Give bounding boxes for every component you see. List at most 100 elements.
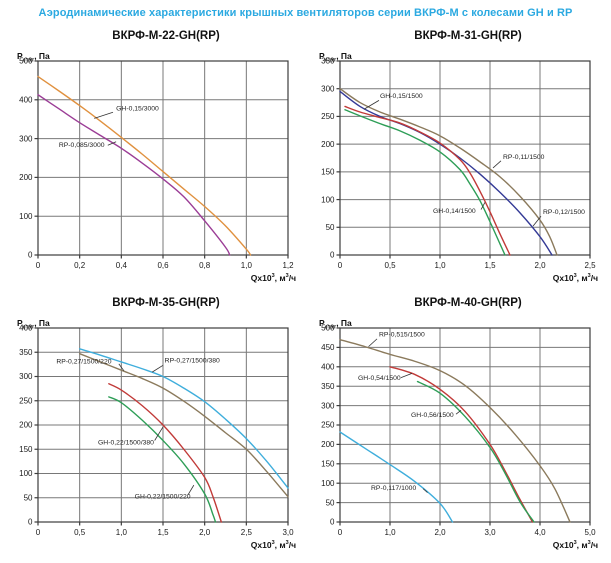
y-axis-label: Рстат, Па [319, 51, 352, 64]
x-tick-label: 1,0 [434, 261, 446, 270]
y-tick-label: 100 [19, 212, 33, 221]
y-tick-label: 500 [321, 324, 335, 333]
series-label-RP-0,27/1500/220: RP-0,27/1500/220 [56, 358, 111, 365]
x-tick-label: 1,0 [384, 528, 396, 537]
x-axis-symbol: Qх10 [250, 540, 272, 550]
y-tick-label: 500 [19, 57, 33, 66]
y-tick-label: 250 [321, 112, 335, 121]
x-tick-label: 0 [36, 528, 41, 537]
y-axis-unit: , Па [336, 51, 352, 61]
x-axis-unit-superscript: 3 [587, 273, 591, 280]
x-axis-unit-denominator: /ч [590, 273, 598, 283]
x-axis-label: Qх103, м3/ч [4, 273, 306, 283]
y-tick-label: 200 [321, 440, 335, 449]
y-tick-label: 50 [326, 498, 335, 507]
y-axis-subscript: стат [22, 57, 35, 64]
y-axis-symbol: Р [17, 51, 23, 61]
x-tick-label: 0,5 [384, 261, 396, 270]
x-axis-superscript: 3 [573, 540, 577, 547]
series-curve-GH-0,22/1500/220 [108, 396, 217, 523]
page-title: Аэродинамические характеристики крышных … [38, 7, 573, 19]
series-curve-GH-0,22/1500/380 [108, 383, 223, 523]
x-axis-unit: , м [576, 540, 588, 550]
series-label-leader [107, 141, 117, 146]
series-label-leader [532, 215, 542, 227]
y-axis-subscript: стат [22, 324, 35, 331]
x-axis-label: Qх103, м3/ч [306, 540, 608, 550]
chart-vkrf-m-22: ВКРФ-М-22-GH(RP) Рстат, Па 0 0,2 0,4 0,6 0,8… [4, 26, 306, 293]
y-tick-label: 0 [28, 251, 33, 260]
x-axis-symbol: Qх10 [250, 273, 272, 283]
y-tick-label: 450 [321, 343, 335, 352]
series-label-RP-0,515/1500: RP-0,515/1500 [379, 332, 425, 339]
chart-title-vkrf-m-22: ВКРФ-М-22-GH(RP) [112, 30, 220, 42]
chart-title-vkrf-m-35: ВКРФ-М-35-GH(RP) [112, 297, 220, 309]
x-axis-unit-denominator: /ч [590, 540, 598, 550]
y-tick-label: 0 [330, 518, 335, 527]
y-axis-subscript: стат [324, 324, 337, 331]
series-curve-GH-0,54/1500 [389, 366, 534, 523]
x-axis-label: Qх103, м3/ч [306, 273, 608, 283]
y-tick-label: 100 [321, 195, 335, 204]
series-label-GH-0,56/1500: GH-0,56/1500 [411, 412, 454, 419]
x-axis-superscript: 3 [271, 273, 275, 280]
y-tick-label: 150 [321, 460, 335, 469]
x-tick-label: 3,0 [484, 528, 496, 537]
plot-frame [339, 327, 591, 523]
series-label-leader [151, 365, 164, 373]
y-tick-label: 300 [19, 134, 33, 143]
x-axis-unit-superscript: 3 [285, 540, 289, 547]
x-axis-symbol: Qх10 [552, 273, 574, 283]
x-tick-label: 1,0 [241, 261, 253, 270]
y-tick-label: 300 [19, 372, 33, 381]
y-tick-label: 350 [19, 348, 33, 357]
y-tick-label: 200 [321, 140, 335, 149]
x-axis-unit: , м [576, 273, 588, 283]
y-tick-label: 200 [19, 173, 33, 182]
series-curve-RP-0,515/1500 [339, 338, 571, 523]
x-tick-label: 1,0 [116, 528, 128, 537]
y-tick-label: 300 [321, 401, 335, 410]
series-label-leader [400, 373, 413, 379]
chart-canvas-vkrf-m-22: 0 0,2 0,4 0,6 0,8 1,0 1,2 0 100 200 300 400 500 GH-0,… [19, 57, 294, 270]
x-tick-label: 4,0 [534, 528, 546, 537]
series-label-leader [154, 426, 164, 441]
x-axis-unit: , м [274, 540, 286, 550]
plot-frame [37, 60, 289, 256]
y-tick-label: 250 [321, 421, 335, 430]
series-label-leader [480, 202, 486, 210]
y-tick-label: 350 [321, 57, 335, 66]
series-curve-RP-0,085/3000 [37, 94, 231, 256]
series-curve-RP-0,27/1500/220 [78, 353, 289, 498]
series-label-leader [455, 409, 462, 415]
y-tick-label: 250 [19, 396, 33, 405]
x-tick-label: 2,0 [434, 528, 446, 537]
charts-grid: ВКРФ-М-22-GH(RP) Рстат, Па 0 0,2 0,4 0,6 0,8… [4, 26, 608, 560]
series-curve-GH-0,56/1500 [416, 380, 535, 523]
y-tick-label: 100 [321, 479, 335, 488]
plot-frame [37, 327, 289, 523]
series-curve-GH-0,15/1500 [344, 105, 511, 256]
chart-vkrf-m-31: ВКРФ-М-31-GH(RP) Рстат, Па 0 0,5 1,0 1,5 2,0… [306, 26, 608, 293]
series-label-leader [422, 488, 428, 493]
series-label-GH-0,22/1500/380: GH-0,22/1500/380 [98, 439, 154, 446]
y-axis-label: Рстат, Па [17, 318, 50, 331]
series-label-RP-0,117/1000: RP-0,117/1000 [371, 485, 416, 492]
series-label-GH-0,15/1500: GH-0,15/1500 [380, 93, 423, 100]
y-tick-label: 100 [19, 469, 33, 478]
chart-vkrf-m-40: ВКРФ-М-40-GH(RP) Рстат, Па 0 1,0 2,0 3,0 4,0… [306, 293, 608, 560]
series-label-RP-0,085/3000: RP-0,085/3000 [59, 142, 105, 149]
y-tick-label: 350 [321, 382, 335, 391]
y-axis-symbol: Р [17, 318, 23, 328]
x-axis-unit-denominator: /ч [288, 273, 296, 283]
x-tick-label: 0,8 [199, 261, 211, 270]
y-tick-label: 0 [330, 251, 335, 260]
y-tick-label: 50 [326, 223, 335, 232]
x-tick-label: 2,5 [584, 261, 596, 270]
plot-frame [339, 60, 591, 256]
y-axis-symbol: Р [319, 318, 325, 328]
x-tick-label: 5,0 [584, 528, 596, 537]
y-tick-label: 200 [19, 421, 33, 430]
y-axis-label: Рстат, Па [319, 318, 352, 331]
